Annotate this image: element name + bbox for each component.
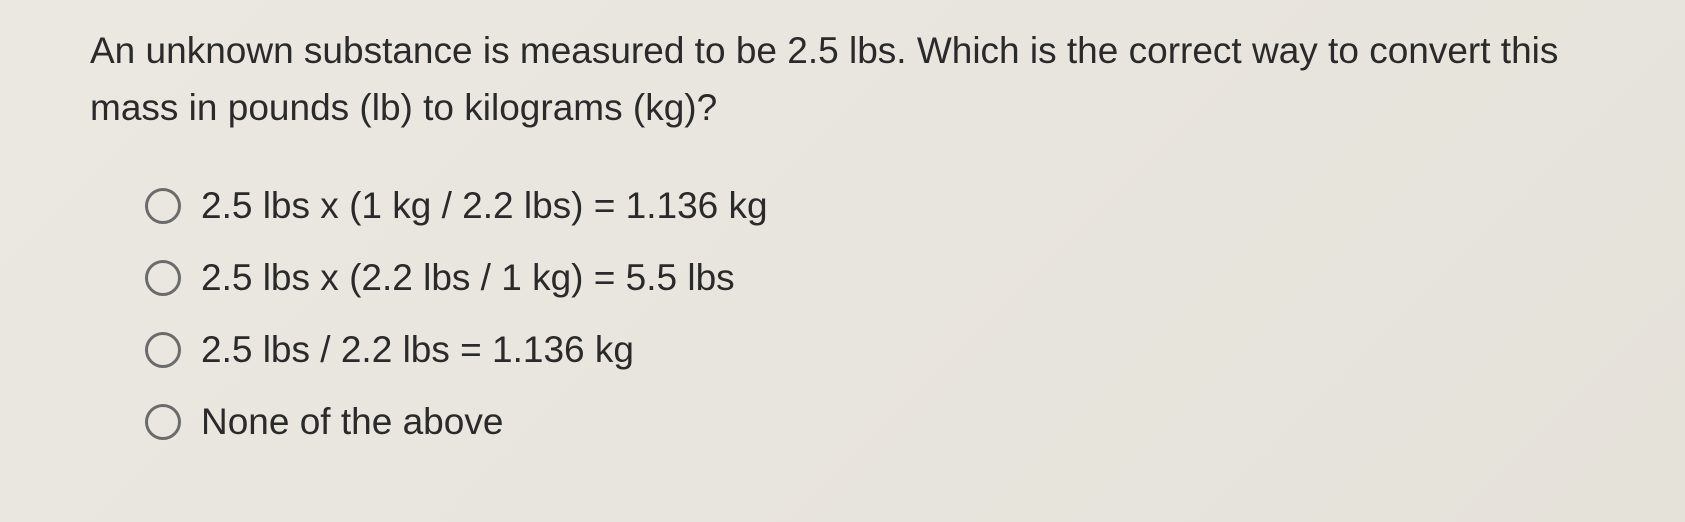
radio-icon[interactable] (145, 260, 181, 296)
radio-icon[interactable] (145, 404, 181, 440)
option-label: 2.5 lbs / 2.2 lbs = 1.136 kg (201, 329, 634, 371)
question-text: An unknown substance is measured to be 2… (90, 22, 1595, 137)
question-container: An unknown substance is measured to be 2… (0, 0, 1685, 443)
option-2[interactable]: 2.5 lbs / 2.2 lbs = 1.136 kg (145, 329, 1595, 371)
radio-icon[interactable] (145, 188, 181, 224)
option-label: 2.5 lbs x (2.2 lbs / 1 kg) = 5.5 lbs (201, 257, 735, 299)
option-3[interactable]: None of the above (145, 401, 1595, 443)
option-label: 2.5 lbs x (1 kg / 2.2 lbs) = 1.136 kg (201, 185, 768, 227)
radio-icon[interactable] (145, 332, 181, 368)
options-list: 2.5 lbs x (1 kg / 2.2 lbs) = 1.136 kg 2.… (90, 185, 1595, 443)
option-1[interactable]: 2.5 lbs x (2.2 lbs / 1 kg) = 5.5 lbs (145, 257, 1595, 299)
option-label: None of the above (201, 401, 503, 443)
option-0[interactable]: 2.5 lbs x (1 kg / 2.2 lbs) = 1.136 kg (145, 185, 1595, 227)
